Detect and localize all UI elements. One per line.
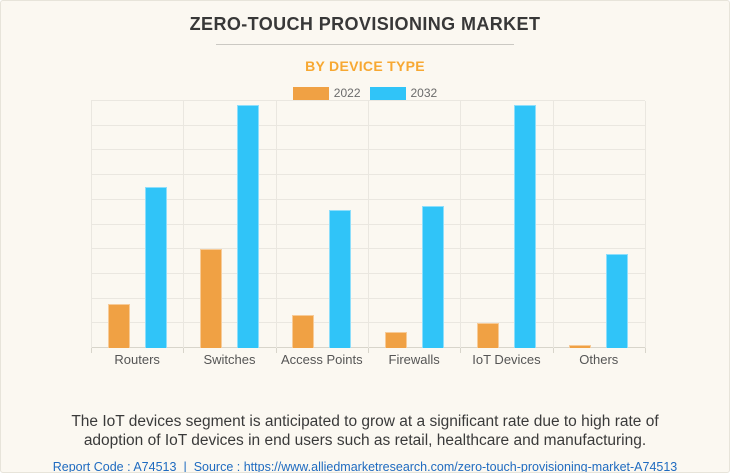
page-title: ZERO-TOUCH PROVISIONING MARKET (189, 14, 541, 34)
v-gridline (368, 101, 369, 348)
bar-group-firewalls (368, 101, 460, 348)
report-code: Report Code : A74513 (52, 459, 177, 473)
bar-2032-access-points (329, 209, 352, 348)
legend-label-2032: 2032 (410, 86, 438, 100)
bar-2032-switches (236, 104, 259, 348)
bar-2032-iot-devices (513, 104, 536, 348)
axis-tick (552, 348, 554, 353)
bar-groups (91, 101, 645, 348)
h-gridline (91, 100, 645, 101)
report-separator: | (183, 459, 187, 473)
x-axis-labels: Routers Switches Access Points Firewalls IoT… (91, 352, 645, 367)
bar-2022-iot-devices (476, 323, 499, 348)
v-gridline (460, 101, 462, 348)
bar-2022-routers (107, 303, 130, 348)
x-label-iot-devices: IoT Devices (472, 352, 541, 367)
v-gridline (183, 101, 185, 348)
x-label-firewalls: Firewalls (388, 352, 440, 367)
legend-label-2022: 2022 (333, 86, 361, 100)
bar-group-iot-devices (460, 101, 552, 348)
x-label-access-points: Access Points (280, 352, 363, 367)
bar-2032-firewalls (421, 205, 444, 348)
axis-tick (275, 348, 277, 353)
legend-swatch-2022 (292, 86, 329, 100)
plot-area (91, 100, 646, 353)
bar-2022-switches (199, 249, 222, 348)
bar-2022-access-points (292, 314, 315, 348)
axis-tick (460, 348, 462, 353)
bar-2032-others (606, 254, 629, 348)
x-label-routers: Routers (114, 352, 160, 367)
title-divider (216, 44, 514, 45)
legend-item-2032: 2032 (369, 86, 438, 100)
v-gridline (645, 101, 646, 348)
insight-summary: The IoT devices segment is anticipated t… (71, 412, 659, 449)
bar-group-routers (91, 101, 183, 348)
v-gridline (275, 101, 277, 348)
x-label-switches: Switches (203, 352, 256, 367)
axis-tick (183, 348, 185, 353)
report-source-line: Report Code : A74513 | Source : https://ww… (1, 460, 729, 473)
legend-item-2022: 2022 (292, 86, 361, 100)
bar-2032-routers (144, 187, 167, 348)
chart-legend: 2022 2032 (1, 86, 729, 100)
bar-2022-others (569, 345, 592, 348)
x-label-others: Others (579, 352, 619, 367)
chart-subtitle: BY DEVICE TYPE (305, 58, 425, 74)
v-gridline (552, 101, 554, 348)
bar-2022-firewalls (384, 331, 407, 348)
axis-tick (645, 348, 646, 353)
source-label: Source : (193, 459, 241, 473)
bar-group-access-points (276, 101, 368, 348)
bar-group-switches (183, 101, 275, 348)
legend-swatch-2032 (369, 86, 406, 100)
source-url-link[interactable]: https://www.alliedmarketresearch.com/zer… (243, 459, 678, 473)
axis-tick (91, 348, 92, 353)
v-gridline (91, 101, 92, 348)
axis-tick (368, 348, 369, 353)
chart-header: ZERO-TOUCH PROVISIONING MARKET BY DEVICE… (1, 1, 729, 100)
bar-group-others (553, 101, 645, 348)
